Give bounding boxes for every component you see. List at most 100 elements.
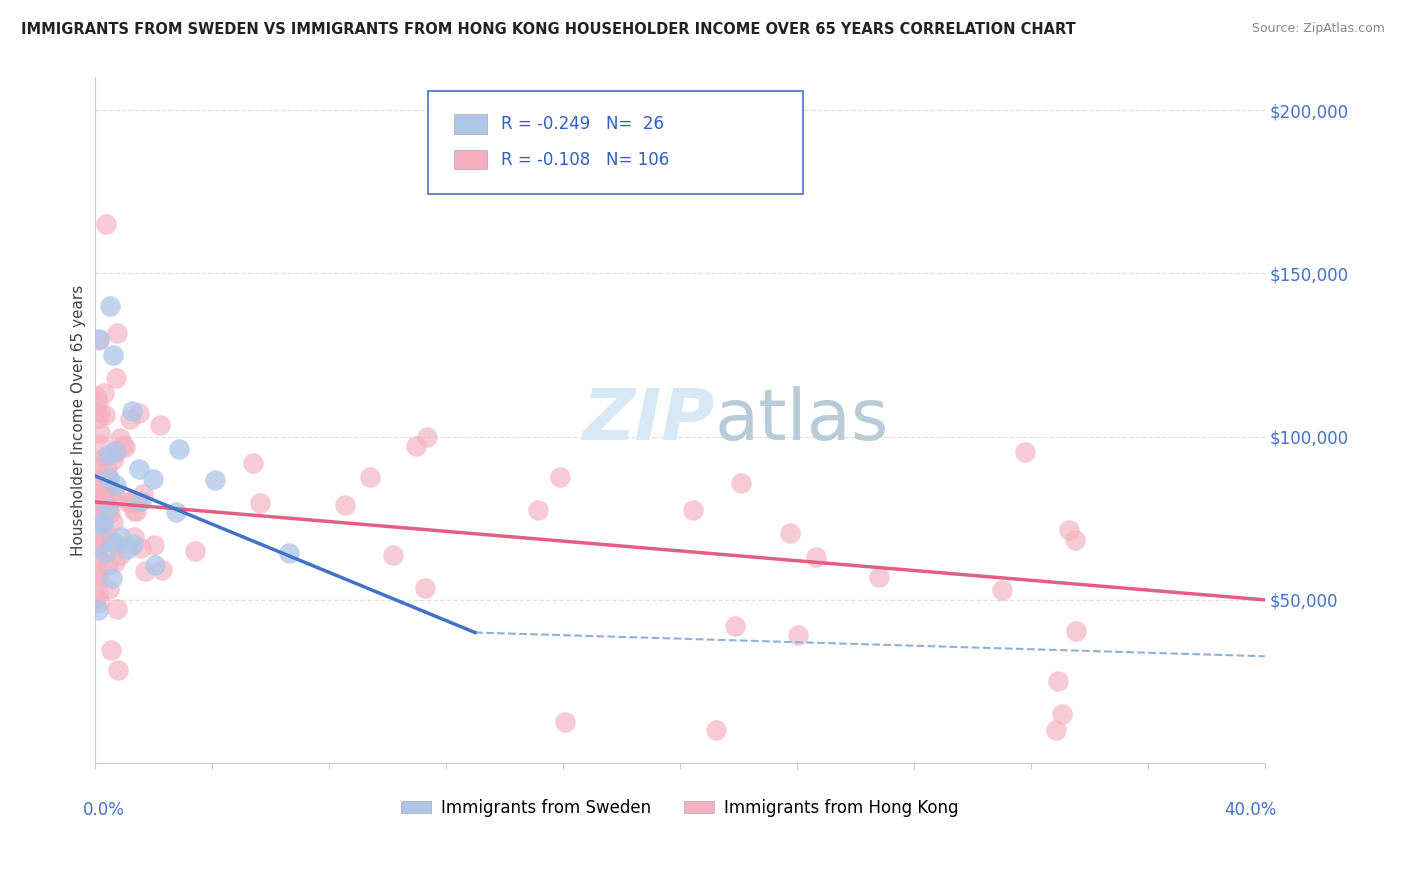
Text: IMMIGRANTS FROM SWEDEN VS IMMIGRANTS FROM HONG KONG HOUSEHOLDER INCOME OVER 65 Y: IMMIGRANTS FROM SWEDEN VS IMMIGRANTS FRO… xyxy=(21,22,1076,37)
Point xyxy=(86,543,108,558)
Point xyxy=(165,505,187,519)
Point xyxy=(359,470,381,484)
Point xyxy=(89,332,111,346)
Point xyxy=(87,603,110,617)
Point xyxy=(91,485,114,500)
Point xyxy=(128,406,150,420)
Point xyxy=(89,425,111,440)
Point xyxy=(104,371,127,385)
Point xyxy=(91,490,114,504)
Point xyxy=(101,516,124,530)
Point xyxy=(124,530,146,544)
Point xyxy=(97,558,120,572)
Point xyxy=(87,501,110,516)
Point xyxy=(990,583,1012,598)
Point xyxy=(101,571,124,585)
Point xyxy=(84,500,107,514)
Point xyxy=(98,506,121,520)
Point xyxy=(87,586,110,600)
Text: 40.0%: 40.0% xyxy=(1225,801,1277,819)
Point xyxy=(550,469,572,483)
Point xyxy=(167,442,190,456)
Point xyxy=(129,541,152,555)
Point xyxy=(96,218,118,232)
Point xyxy=(1064,533,1087,547)
Point xyxy=(125,504,148,518)
Point xyxy=(1064,624,1087,639)
Point xyxy=(115,542,138,557)
Point xyxy=(84,514,107,528)
FancyBboxPatch shape xyxy=(429,91,803,194)
Point xyxy=(89,456,111,470)
Point xyxy=(111,438,134,452)
Text: R = -0.108   N= 106: R = -0.108 N= 106 xyxy=(501,151,669,169)
Point xyxy=(787,628,810,642)
Point xyxy=(98,299,121,313)
Point xyxy=(779,525,801,540)
Point xyxy=(121,494,143,508)
Text: 0.0%: 0.0% xyxy=(83,801,125,819)
Point xyxy=(105,491,128,505)
Point xyxy=(94,450,117,465)
Point xyxy=(413,581,436,595)
Point xyxy=(117,494,139,508)
Point xyxy=(97,502,120,516)
Point xyxy=(1057,523,1080,537)
Text: atlas: atlas xyxy=(714,385,889,455)
Point xyxy=(90,516,112,531)
Point xyxy=(416,430,439,444)
Point xyxy=(86,532,108,546)
Point xyxy=(103,348,125,362)
Point xyxy=(87,551,110,566)
Point xyxy=(1045,723,1067,738)
Point xyxy=(554,714,576,729)
Point xyxy=(84,389,107,403)
Point xyxy=(96,526,118,541)
Point xyxy=(104,555,127,569)
Point xyxy=(103,443,125,458)
Point xyxy=(94,546,117,560)
Point xyxy=(132,487,155,501)
Text: R = -0.249   N=  26: R = -0.249 N= 26 xyxy=(501,115,664,133)
Point xyxy=(143,558,166,572)
Point xyxy=(242,457,264,471)
Point xyxy=(184,544,207,558)
Point xyxy=(704,723,727,738)
Point xyxy=(97,449,120,463)
Point xyxy=(277,546,299,560)
Point xyxy=(110,548,132,562)
Bar xyxy=(454,114,486,134)
Point xyxy=(96,462,118,476)
Point xyxy=(86,502,108,516)
Point xyxy=(87,395,110,409)
Point xyxy=(142,472,165,486)
Point xyxy=(105,445,128,459)
Point xyxy=(149,418,172,433)
Point xyxy=(143,538,166,552)
Legend: Immigrants from Sweden, Immigrants from Hong Kong: Immigrants from Sweden, Immigrants from … xyxy=(394,792,966,823)
Point xyxy=(730,476,752,491)
Point xyxy=(1052,707,1074,722)
Point xyxy=(804,549,827,564)
Point xyxy=(84,591,107,605)
Point xyxy=(122,503,145,517)
Point xyxy=(101,453,124,467)
Point xyxy=(101,535,124,549)
Point xyxy=(93,386,115,401)
Point xyxy=(527,503,550,517)
Point xyxy=(107,663,129,677)
Bar xyxy=(454,150,486,169)
Point xyxy=(86,494,108,508)
Point xyxy=(89,437,111,451)
Point xyxy=(87,540,110,554)
Point xyxy=(105,602,128,616)
Point xyxy=(204,473,226,487)
Point xyxy=(97,582,120,596)
Point xyxy=(93,490,115,504)
Point xyxy=(129,494,152,508)
Point xyxy=(121,404,143,418)
Point xyxy=(84,564,107,578)
Point xyxy=(128,461,150,475)
Point xyxy=(84,475,107,489)
Point xyxy=(94,494,117,508)
